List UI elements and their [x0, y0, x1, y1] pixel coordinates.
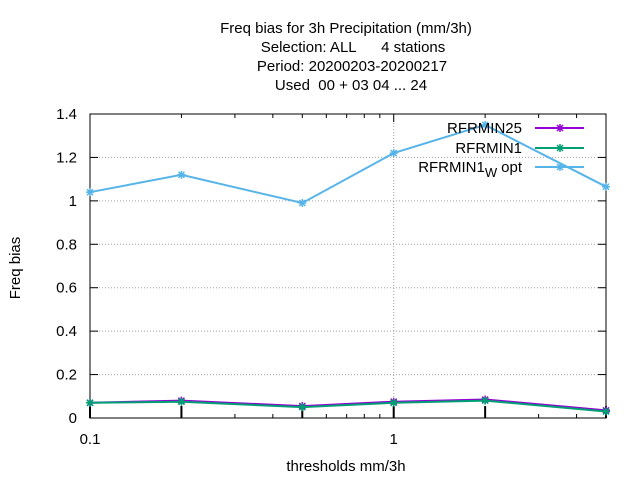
- series-2: [86, 396, 610, 416]
- y-tick-label: 1.4: [56, 106, 77, 123]
- grid-lines: [90, 114, 606, 418]
- legend-entry-2: RFRMIN1: [455, 140, 584, 157]
- legend-label: RFRMIN1: [455, 140, 522, 157]
- data-point: [177, 397, 186, 406]
- axes: 0 0.2 0.4 0.6 0.8 1 1.2 1.4 0.1 1: [56, 106, 607, 448]
- y-tick-label: 1.2: [56, 149, 77, 166]
- legend-label: RFRMIN25: [447, 120, 522, 137]
- legend-label: RFRMIN1W opt: [418, 159, 523, 180]
- x-tick-label: 1: [390, 431, 398, 448]
- y-tick-label: 0.2: [56, 367, 77, 384]
- data-point: [86, 398, 94, 407]
- legend-marker: [556, 144, 564, 152]
- legend-marker: [556, 124, 564, 132]
- plot-area: [86, 120, 610, 416]
- y-tick-label: 0.4: [56, 323, 77, 340]
- data-point: [602, 182, 610, 191]
- x-axis-label: thresholds mm/3h: [286, 458, 405, 475]
- data-point: [298, 403, 307, 412]
- series-3: [86, 120, 610, 208]
- legend-label-suffix: opt: [501, 159, 523, 176]
- data-point: [86, 188, 94, 197]
- data-point: [177, 170, 186, 179]
- series-line: [89, 399, 607, 413]
- legend-label-subscript: W: [485, 165, 498, 180]
- y-axis-label: Freq bias: [7, 237, 24, 300]
- data-point: [602, 407, 610, 416]
- data-point: [481, 396, 490, 405]
- legend-label-main: RFRMIN1: [418, 159, 485, 176]
- title-line-3: Period: 20200203-20200217: [257, 58, 447, 75]
- data-point: [481, 120, 490, 129]
- legend-marker: [556, 163, 564, 171]
- data-point: [298, 199, 307, 208]
- legend-entry-1: RFRMIN25: [447, 120, 584, 137]
- data-point: [389, 398, 398, 407]
- y-tick-label: 0.6: [56, 280, 77, 297]
- y-tick-label: 0.8: [56, 236, 77, 253]
- x-tick-label: 0.1: [80, 431, 101, 448]
- data-point: [389, 149, 398, 158]
- title-line-4: Used 00 + 03 04 ... 24: [275, 77, 427, 94]
- title-line-1: Freq bias for 3h Precipitation (mm/3h): [220, 20, 472, 37]
- chart-title: Freq bias for 3h Precipitation (mm/3h) S…: [220, 20, 472, 94]
- title-line-2: Selection: ALL 4 stations: [261, 39, 446, 56]
- y-tick-label: 0: [69, 410, 77, 427]
- y-tick-label: 1: [69, 193, 77, 210]
- series-line: [89, 123, 607, 205]
- legend-entry-3: RFRMIN1W opt: [418, 159, 584, 180]
- plot-frame: [89, 113, 607, 419]
